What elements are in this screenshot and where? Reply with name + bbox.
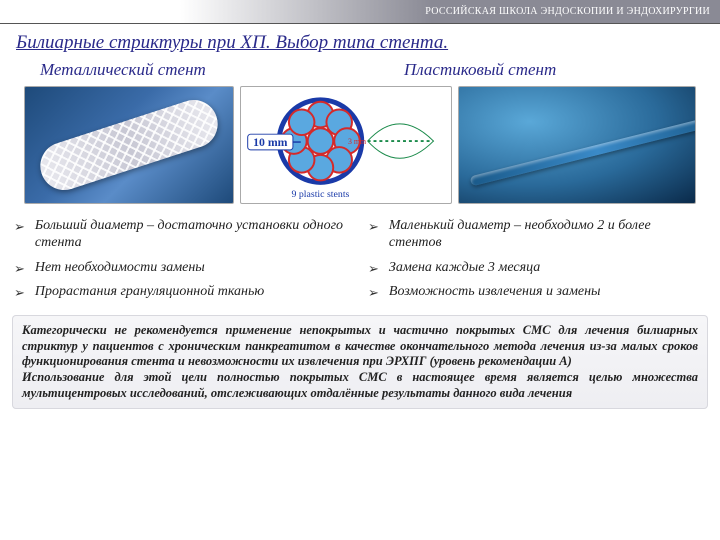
stent-diagram: 10 mm 3 mm 9 plastic stents <box>240 86 452 204</box>
list-item: ➢ Больший диаметр – достаточно установки … <box>14 214 352 256</box>
slide-title: Билиарные стриктуры при ХП. Выбор типа с… <box>0 24 720 60</box>
bullet-icon: ➢ <box>14 218 25 235</box>
metal-stent-image <box>24 86 234 204</box>
bullet-icon: ➢ <box>14 284 25 301</box>
outer-label: 10 mm <box>253 135 288 149</box>
comparison-bullets: ➢ Больший диаметр – достаточно установки … <box>0 204 720 311</box>
bullet-icon: ➢ <box>14 260 25 277</box>
org-header: РОССИЙСКАЯ ШКОЛА ЭНДОСКОПИИ И ЭНДОХИРУРГ… <box>0 0 720 24</box>
right-column-label: Пластиковый стент <box>336 60 700 80</box>
left-column-label: Металлический стент <box>40 60 336 80</box>
list-item: ➢ Прорастания грануляционной тканью <box>14 280 352 305</box>
bullet-text: Замена каждые 3 месяца <box>389 260 540 277</box>
column-headers: Металлический стент Пластиковый стент <box>0 60 720 84</box>
bullet-icon: ➢ <box>368 218 379 235</box>
diagram-caption: 9 plastic stents <box>292 189 350 200</box>
plastic-stent-image <box>458 86 696 204</box>
left-bullets: ➢ Больший диаметр – достаточно установки … <box>14 214 352 305</box>
right-bullets: ➢ Маленький диаметр – необходимо 2 и боле… <box>368 214 706 305</box>
bullet-text: Больший диаметр – достаточно установки о… <box>35 218 352 252</box>
bullet-text: Маленький диаметр – необходимо 2 и более… <box>389 218 706 252</box>
note-paragraph-1: Категорически не рекомендуется применени… <box>22 323 698 370</box>
bullet-icon: ➢ <box>368 284 379 301</box>
bullet-text: Возможность извлечения и замены <box>389 284 601 301</box>
bullet-icon: ➢ <box>368 260 379 277</box>
list-item: ➢ Маленький диаметр – необходимо 2 и боле… <box>368 214 706 256</box>
bullet-text: Прорастания грануляционной тканью <box>35 284 264 301</box>
list-item: ➢ Нет необходимости замены <box>14 256 352 281</box>
image-row: 10 mm 3 mm 9 plastic stents <box>0 84 720 204</box>
list-item: ➢ Замена каждые 3 месяца <box>368 256 706 281</box>
bullet-text: Нет необходимости замены <box>35 260 205 277</box>
note-paragraph-2: Использование для этой цели полностью по… <box>22 370 698 401</box>
org-name: РОССИЙСКАЯ ШКОЛА ЭНДОСКОПИИ И ЭНДОХИРУРГ… <box>425 6 710 17</box>
inner-label: 3 mm <box>348 137 366 146</box>
recommendation-note: Категорически не рекомендуется применени… <box>12 315 708 409</box>
list-item: ➢ Возможность извлечения и замены <box>368 280 706 305</box>
